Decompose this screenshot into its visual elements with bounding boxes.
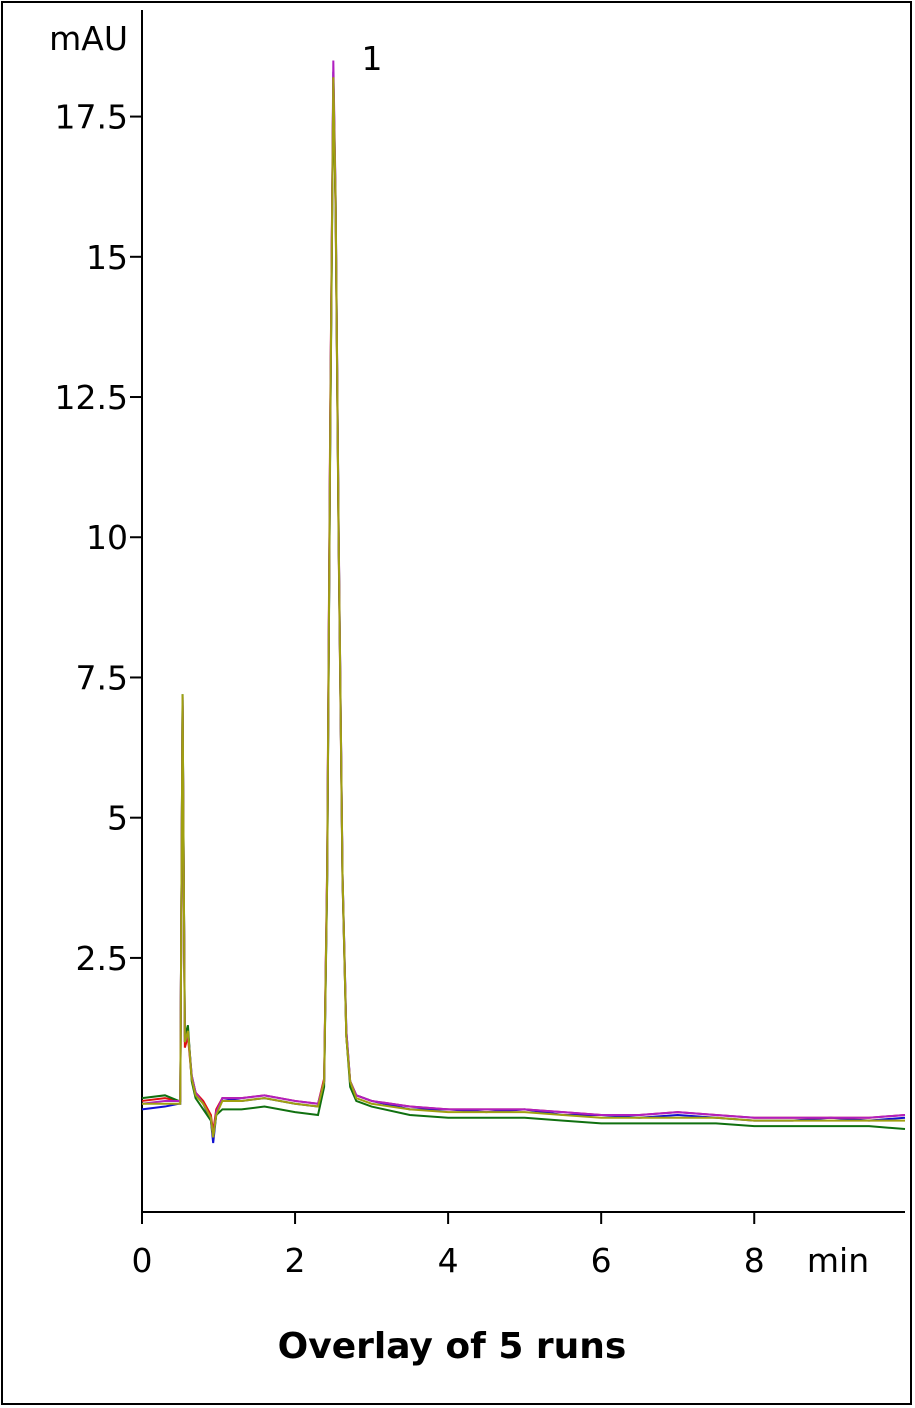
x-tick-label: 0	[132, 1241, 153, 1280]
x-tick-label: 4	[438, 1241, 459, 1280]
chart-title: Overlay of 5 runs	[278, 1326, 627, 1367]
trace	[141, 82, 906, 1138]
y-tick-label: 17.5	[55, 98, 128, 137]
y-axis-label: mAU	[49, 19, 128, 58]
peak-annotation: 1	[362, 39, 383, 78]
x-tick-label: 6	[591, 1241, 612, 1280]
x-tick-label: 2	[285, 1241, 306, 1280]
y-tick-label: 12.5	[55, 378, 128, 417]
trace	[141, 77, 906, 1132]
x-axis-label: min	[807, 1241, 869, 1280]
y-tick-label: 7.5	[76, 658, 128, 697]
y-tick-label: 2.5	[76, 939, 128, 978]
y-tick-label: 15	[86, 238, 128, 277]
y-tick-label: 5	[107, 799, 128, 838]
trace	[141, 71, 906, 1144]
trace	[141, 60, 906, 1138]
y-tick-label: 10	[86, 518, 128, 557]
x-tick-label: 8	[744, 1241, 765, 1280]
trace	[142, 77, 905, 1138]
